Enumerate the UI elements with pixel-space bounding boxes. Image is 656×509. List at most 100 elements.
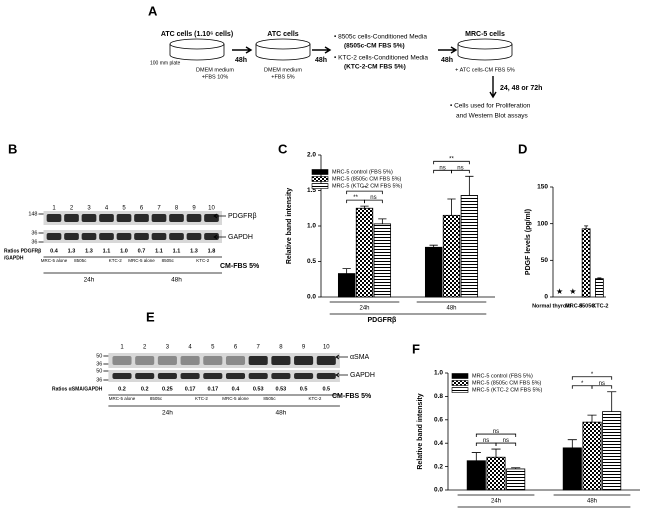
legend-label: MRC-5 (8505c CM FBS 5%) bbox=[332, 176, 402, 182]
blot-band bbox=[316, 373, 336, 379]
lane-number: 4 bbox=[105, 206, 109, 212]
cm-line: (8505c-CM FBS 5%) bbox=[344, 43, 405, 50]
panel-label: A bbox=[148, 3, 158, 18]
step-title: ATC cells bbox=[267, 31, 298, 38]
lane-number: 9 bbox=[192, 206, 196, 212]
band-arrow bbox=[335, 354, 348, 360]
y-tick-label: 0.0 bbox=[434, 487, 443, 494]
ratio-value: 0.4 bbox=[232, 386, 241, 392]
time-label: 48h bbox=[315, 57, 327, 64]
x-tick-label: Normal thyroid bbox=[532, 303, 571, 309]
ratio-value: 1.1 bbox=[173, 248, 181, 254]
label: DMEM medium bbox=[196, 67, 234, 73]
blot-band bbox=[180, 373, 200, 379]
blot-band bbox=[186, 233, 202, 240]
blot-band bbox=[135, 373, 155, 379]
error-bar bbox=[567, 439, 577, 448]
blot-band bbox=[151, 214, 167, 222]
blot-band bbox=[46, 214, 62, 222]
band-label: αSMA bbox=[350, 354, 370, 361]
error-bar bbox=[360, 205, 369, 209]
blot-band bbox=[99, 233, 114, 240]
legend-label: MRC-5 control (FBS 5%) bbox=[332, 169, 393, 175]
significance-bracket bbox=[364, 199, 383, 204]
blot-band bbox=[134, 214, 149, 222]
medium-label: CM-FBS 5% bbox=[332, 393, 372, 400]
group-label: MRC-5 alone bbox=[41, 258, 68, 263]
x-tick-label: 24h bbox=[491, 499, 501, 505]
size-marker: 36 bbox=[31, 230, 37, 236]
significance-label: ** bbox=[362, 186, 367, 192]
y-tick-label: 0.4 bbox=[434, 440, 443, 447]
y-tick-label: 1.0 bbox=[307, 223, 316, 230]
ratio-value: 0.2 bbox=[118, 386, 126, 392]
ratio-value: 1.3 bbox=[68, 248, 76, 254]
significance-label: ** bbox=[449, 156, 454, 162]
significance-bracket bbox=[571, 376, 613, 380]
blot-band bbox=[157, 373, 177, 379]
size-marker: 36 bbox=[96, 377, 102, 383]
significance-bracket bbox=[475, 433, 517, 438]
bar bbox=[486, 456, 506, 491]
ratio-value: 1.0 bbox=[120, 248, 128, 254]
use-line: • Cells used for Proliferation bbox=[450, 103, 531, 110]
label: +FBS 10% bbox=[202, 74, 229, 80]
group-label: 8505c bbox=[150, 396, 163, 401]
significance-bracket bbox=[591, 385, 613, 389]
legend-label: MRC-5 (KTC-2 CM FBS 5%) bbox=[472, 387, 542, 393]
legend-swatch bbox=[451, 380, 469, 386]
error-bar bbox=[429, 244, 438, 248]
panel-label: F bbox=[412, 341, 420, 356]
ratio-value: 0.5 bbox=[300, 386, 308, 392]
bar bbox=[460, 195, 479, 298]
lane-number: 5 bbox=[211, 345, 215, 351]
bar bbox=[373, 223, 392, 298]
group-label: MRC-5 alone bbox=[109, 396, 136, 401]
error-bar bbox=[491, 448, 501, 458]
y-axis-label: PDGF levels (pg/ml) bbox=[525, 209, 532, 275]
group-label: 8505c bbox=[162, 258, 175, 263]
blot-band bbox=[180, 356, 200, 365]
label: + ATC cells-CM FBS 5% bbox=[455, 67, 515, 73]
band-label: GAPDH bbox=[228, 234, 253, 241]
blot-band bbox=[294, 373, 314, 379]
ratio-value: 1.1 bbox=[155, 248, 163, 254]
lane-number: 7 bbox=[157, 206, 161, 212]
y-tick-label: 0.8 bbox=[434, 393, 443, 400]
y-tick-label: 0.6 bbox=[434, 417, 443, 424]
bar bbox=[602, 411, 622, 491]
group-label: KTC-2 bbox=[196, 258, 209, 263]
ratio-value: 0.4 bbox=[50, 248, 59, 254]
bar bbox=[562, 447, 582, 491]
lane-number: 10 bbox=[323, 345, 330, 351]
bar bbox=[581, 228, 591, 298]
bar bbox=[466, 460, 486, 491]
bar bbox=[595, 278, 604, 298]
significance-label: ns bbox=[503, 438, 509, 444]
group-label: 8505c bbox=[263, 396, 276, 401]
blot-band bbox=[203, 356, 223, 365]
significance-label: ns bbox=[457, 165, 463, 171]
blot-band bbox=[203, 373, 223, 379]
ratio-value: 1.8 bbox=[208, 248, 216, 254]
ratio-value: 0.53 bbox=[253, 386, 264, 392]
ratio-label: Ratios αSMA/GAPDH bbox=[52, 386, 103, 392]
blot-band bbox=[294, 356, 314, 365]
x-tick-label: 24h bbox=[359, 306, 369, 312]
significance-bracket bbox=[495, 442, 517, 447]
blot-band bbox=[81, 214, 97, 222]
size-marker: 50 bbox=[96, 368, 102, 374]
group-label: KTC-2 bbox=[109, 258, 122, 263]
lane-number: 8 bbox=[279, 345, 283, 351]
legend-swatch bbox=[311, 169, 329, 175]
group-label: MRC-5 alone bbox=[222, 396, 249, 401]
significance-label: ns bbox=[493, 429, 499, 435]
x-tick-label: 48h bbox=[446, 306, 456, 312]
size-marker: 148 bbox=[28, 211, 37, 217]
significance-label: ns bbox=[439, 165, 445, 171]
time-label: 24h bbox=[162, 410, 173, 417]
error-bar bbox=[471, 452, 481, 461]
band-arrow bbox=[213, 213, 226, 219]
step-title: MRC-5 cells bbox=[465, 31, 505, 38]
